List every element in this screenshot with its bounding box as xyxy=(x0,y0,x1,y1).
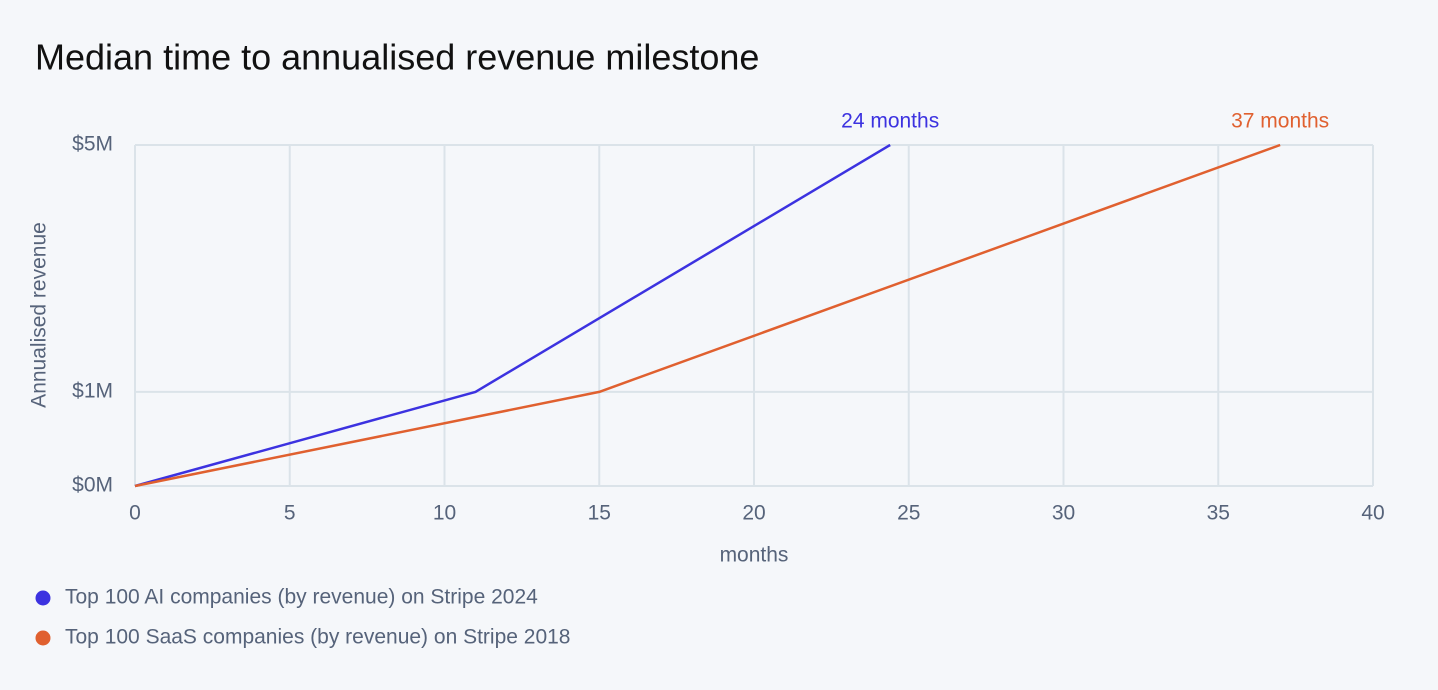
x-axis-label: months xyxy=(720,544,789,567)
legend-marker xyxy=(35,590,51,606)
x-tick-label: 15 xyxy=(588,502,611,525)
x-tick-label: 35 xyxy=(1207,502,1230,525)
y-tick-label: $1M xyxy=(72,379,113,402)
y-axis-label: Annualised revenue xyxy=(28,222,51,408)
end-label: 37 months xyxy=(1231,110,1329,133)
x-tick-label: 20 xyxy=(742,502,765,525)
x-tick-label: 30 xyxy=(1052,502,1075,525)
y-tick-label: $5M xyxy=(72,133,113,156)
legend-label: Top 100 SaaS companies (by revenue) on S… xyxy=(65,626,571,649)
end-label: 24 months xyxy=(841,110,939,133)
series-line xyxy=(134,143,891,488)
y-tick-label: $0M xyxy=(72,474,113,497)
legend-label: Top 100 AI companies (by revenue) on Str… xyxy=(65,586,538,609)
x-tick-label: 25 xyxy=(897,502,920,525)
x-tick-label: 40 xyxy=(1361,502,1384,525)
legend-marker xyxy=(35,630,51,646)
x-tick-label: 0 xyxy=(129,502,141,525)
series-line xyxy=(134,143,1281,488)
x-tick-label: 5 xyxy=(284,502,296,525)
chart-title: Median time to annualised revenue milest… xyxy=(35,37,759,78)
x-tick-label: 10 xyxy=(433,502,456,525)
